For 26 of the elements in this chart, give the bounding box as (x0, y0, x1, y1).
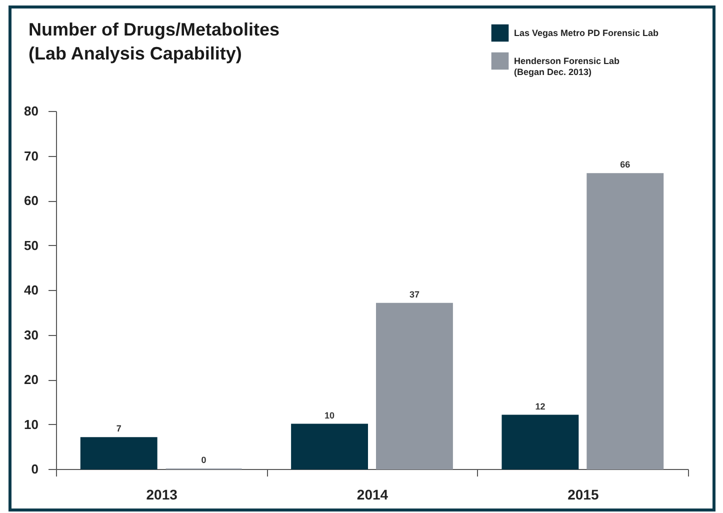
x-tick-label: 2014 (356, 486, 388, 502)
bar (376, 302, 453, 470)
data-label: 12 (535, 401, 546, 412)
x-tick-label: 2013 (146, 486, 178, 502)
data-label: 0 (201, 455, 206, 465)
bar (291, 424, 368, 470)
y-tick-label: 40 (24, 282, 38, 298)
chart-title: Number of Drugs/Metabolites (Lab Analysis Capability) (28, 20, 280, 64)
legend-label: Las Vegas Metro PD Forensic Lab (514, 28, 660, 38)
data-label: 7 (116, 424, 122, 434)
y-tick-label: 10 (24, 416, 38, 432)
bar (502, 414, 579, 470)
x-tick-label: 2015 (568, 486, 599, 502)
y-tick-label: 80 (24, 104, 38, 118)
y-tick-label: 20 (24, 372, 38, 387)
y-tick-label: 30 (24, 327, 38, 342)
data-label: 10 (324, 410, 335, 420)
y-tick-label: 0 (31, 462, 38, 476)
data-label: 37 (409, 289, 420, 300)
data-label: 66 (620, 160, 630, 170)
bar (80, 437, 158, 470)
y-tick-label: 50 (24, 238, 38, 253)
bar (586, 173, 664, 470)
y-tick-label: 70 (24, 148, 38, 164)
legend-label: Henderson Forensic Lab (Began Dec. 2013) (514, 56, 620, 77)
y-tick-label: 60 (24, 193, 38, 208)
